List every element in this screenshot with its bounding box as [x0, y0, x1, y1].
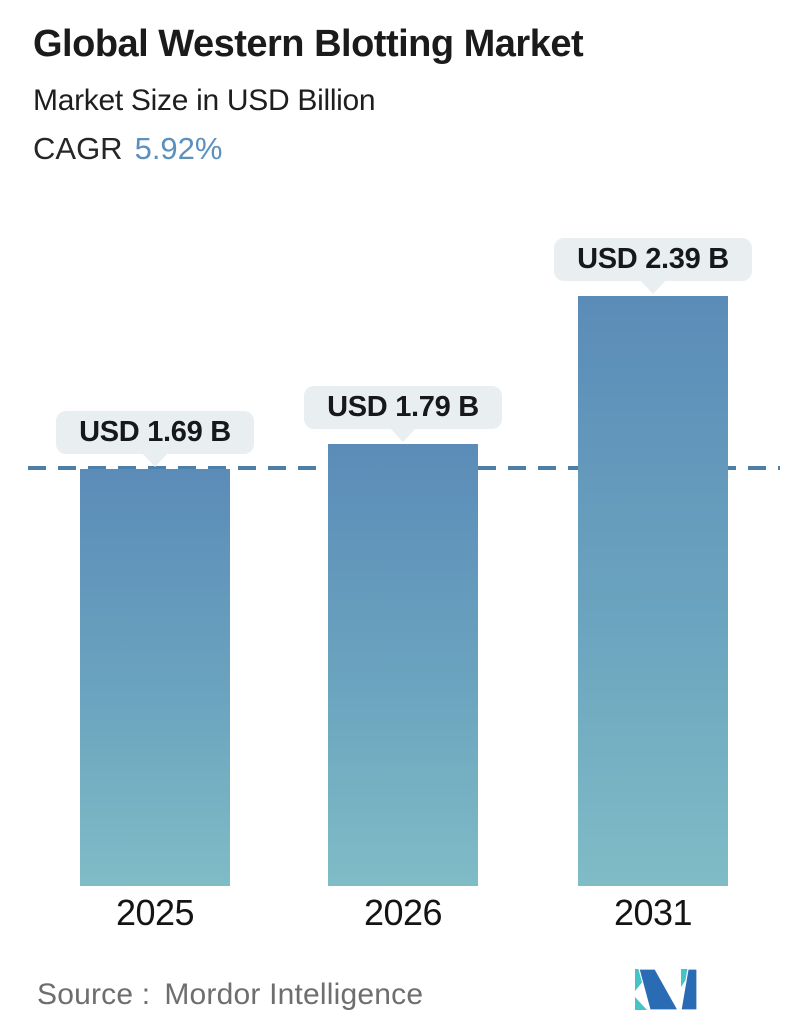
- callout-tail-icon: [640, 280, 666, 294]
- bar-2031: [578, 296, 728, 886]
- callout-tail-icon: [142, 453, 168, 467]
- source-name: Mordor Intelligence: [164, 978, 424, 1011]
- cagr-value: 5.92%: [134, 131, 223, 166]
- value-callout-2025: USD 1.69 B: [56, 411, 254, 467]
- page-title: Global Western Blotting Market: [33, 23, 584, 65]
- cagr-label: CAGR: [33, 131, 123, 166]
- x-axis-label-2026: 2026: [363, 892, 443, 933]
- value-label-2026: USD 1.79 B: [327, 391, 479, 423]
- value-callout-2031: USD 2.39 B: [554, 238, 752, 294]
- x-axis-label-2031: 2031: [613, 892, 693, 933]
- x-axis-label-2025: 2025: [115, 892, 195, 933]
- value-callout-2026: USD 1.79 B: [304, 386, 502, 442]
- cagr-row: CAGR 5.92%: [33, 131, 223, 166]
- chart-subtitle: Market Size in USD Billion: [33, 84, 376, 117]
- value-label-2031: USD 2.39 B: [577, 243, 729, 275]
- source-label: Source :: [37, 978, 151, 1011]
- bar-2025: [80, 469, 230, 886]
- value-label-2025: USD 1.69 B: [79, 416, 231, 448]
- source-attribution: Source : Mordor Intelligence: [37, 978, 423, 1012]
- mordor-intelligence-logo-icon: [635, 968, 698, 1010]
- callout-tail-icon: [390, 428, 416, 442]
- bar-2026: [328, 444, 478, 886]
